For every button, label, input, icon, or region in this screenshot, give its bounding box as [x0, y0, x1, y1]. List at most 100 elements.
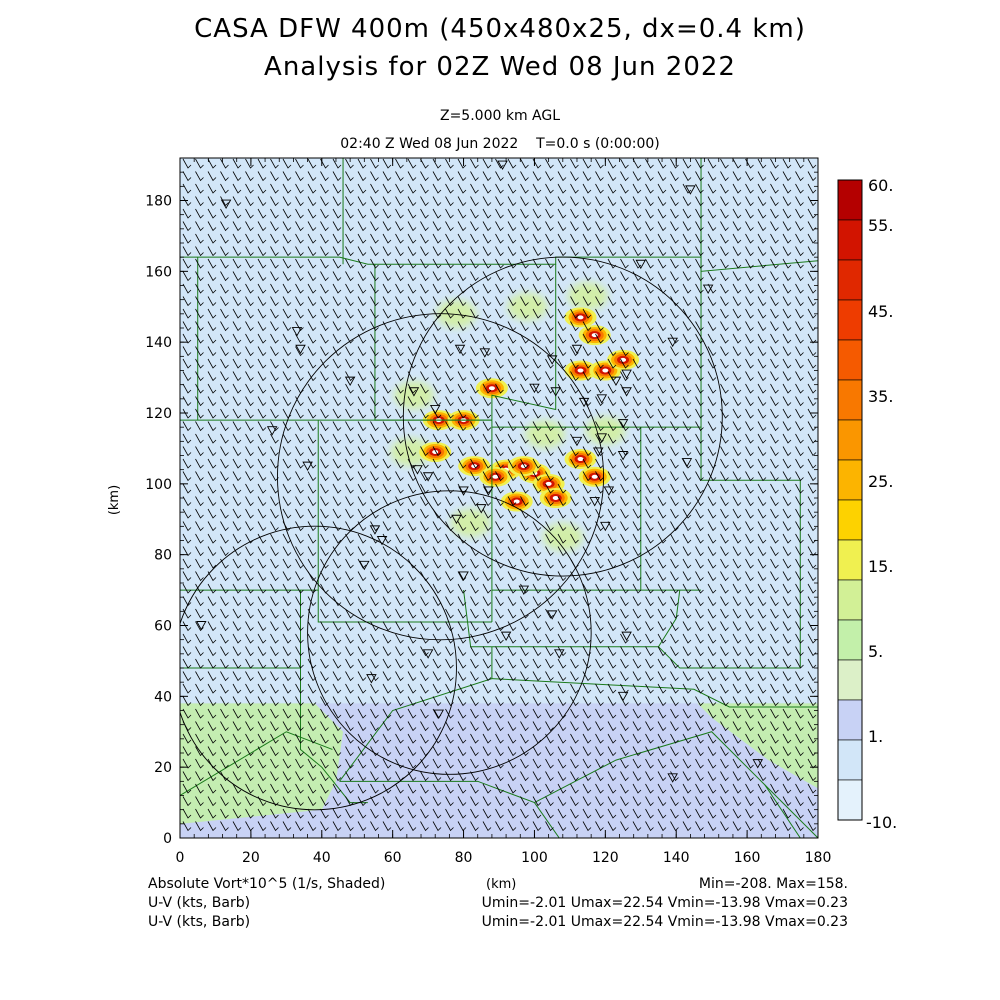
wind-barb: [482, 696, 492, 707]
wind-barb: [607, 621, 617, 632]
wind-barb: [657, 708, 667, 719]
radar-range-ring: [180, 525, 457, 811]
wind-barb: [507, 671, 517, 682]
wind-barb: [595, 371, 604, 382]
wind-barb: [482, 596, 492, 607]
wind-barb: [482, 658, 492, 669]
wind-barb: [245, 796, 254, 807]
wind-barb: [495, 258, 504, 269]
wind-barb: [657, 246, 667, 257]
level-label: Z=5.000 km AGL: [439, 108, 561, 124]
wind-barb: [182, 821, 192, 832]
wind-barb: [682, 571, 692, 582]
wind-barb: [320, 708, 329, 719]
wind-barb: [695, 383, 704, 394]
wind-barb: [770, 183, 779, 194]
wind-barb: [532, 433, 542, 444]
wind-barb: [320, 283, 329, 294]
wind-barb: [545, 671, 554, 682]
wind-barb: [257, 421, 267, 432]
wind-barb: [770, 483, 779, 494]
wind-barb: [432, 608, 442, 619]
wind-barb: [407, 521, 417, 532]
wind-barb: [782, 421, 792, 432]
wind-barb: [457, 358, 467, 369]
wind-barb: [182, 746, 192, 757]
wind-barb: [382, 708, 392, 719]
wind-barb: [232, 496, 242, 507]
wind-barb: [195, 771, 204, 782]
wind-barb: [745, 721, 754, 732]
wind-barb: [382, 458, 392, 469]
wind-barb: [607, 271, 617, 282]
wind-barb: [720, 808, 729, 819]
wind-barb: [470, 333, 479, 344]
station-marker: [603, 486, 615, 496]
wind-barb: [520, 671, 529, 682]
wind-barb: [245, 321, 254, 332]
wind-barb: [395, 571, 404, 582]
wind-barb: [320, 321, 329, 332]
wind-barb: [520, 483, 529, 494]
wind-barb: [382, 421, 392, 432]
wind-barb: [607, 633, 617, 644]
wind-barb: [770, 571, 779, 582]
wind-barb: [682, 171, 692, 182]
wind-barb: [307, 608, 317, 619]
wind-barb: [295, 421, 304, 432]
wind-barb: [545, 558, 554, 569]
wind-barb: [332, 658, 342, 669]
wind-barb: [582, 508, 592, 519]
wind-barb: [757, 171, 767, 182]
wind-barb: [632, 471, 642, 482]
wind-barb: [332, 208, 342, 219]
wind-barb: [432, 646, 442, 657]
wind-barb: [357, 746, 367, 757]
wind-barb: [807, 758, 817, 769]
wind-barb: [582, 558, 592, 569]
wind-barb: [570, 233, 579, 244]
wind-barb: [732, 383, 742, 394]
wind-barb: [520, 621, 529, 632]
wind-barb: [195, 558, 204, 569]
wind-barb: [682, 821, 692, 832]
wind-barb: [220, 246, 229, 257]
wind-barb: [295, 158, 304, 169]
wind-barb: [595, 771, 604, 782]
wind-barb: [795, 308, 804, 319]
wind-barb: [432, 458, 442, 469]
wind-barb: [220, 258, 229, 269]
wind-barb: [645, 658, 654, 669]
wind-barb: [670, 371, 679, 382]
wind-barb: [232, 621, 242, 632]
wind-barb: [632, 333, 642, 344]
wind-barb: [257, 471, 267, 482]
wind-barb: [770, 521, 779, 532]
wind-barb: [407, 483, 417, 494]
wind-barb: [232, 233, 242, 244]
wind-barb: [470, 708, 479, 719]
wind-barb: [782, 608, 792, 619]
wind-barb: [670, 458, 679, 469]
y-tick-label: 20: [154, 760, 172, 776]
wind-barb: [570, 346, 579, 357]
wind-barb: [795, 158, 804, 169]
wind-barb: [195, 308, 204, 319]
wind-barb: [345, 571, 354, 582]
wind-barb: [332, 333, 342, 344]
wind-barb: [195, 333, 204, 344]
wind-barb: [495, 321, 504, 332]
wind-barb: [270, 621, 279, 632]
wind-barb: [520, 733, 529, 744]
wind-barb: [545, 808, 554, 819]
wind-barb: [720, 458, 729, 469]
wind-barb: [782, 408, 792, 419]
wind-barb: [695, 696, 704, 707]
wind-barb: [720, 221, 729, 232]
wind-barb: [770, 546, 779, 557]
wind-barb: [207, 183, 217, 194]
county-line: [339, 780, 560, 838]
wind-barb: [657, 446, 667, 457]
wind-barb: [420, 196, 429, 207]
vorticity-core: [577, 368, 584, 373]
